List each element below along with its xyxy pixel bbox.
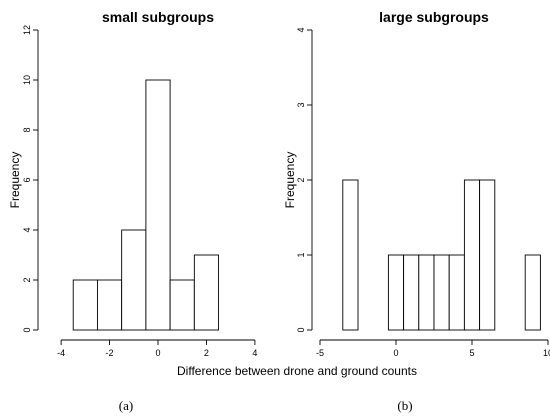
y-tick-label: 4 [296, 27, 306, 32]
histogram-bar [479, 179, 496, 331]
y-tick-label: 2 [22, 277, 32, 282]
y-tick-label: 8 [22, 127, 32, 132]
bars-b [342, 179, 541, 331]
histogram-bar [169, 279, 195, 331]
x-tick-label: 0 [393, 348, 398, 358]
y-tick-label: 4 [22, 227, 32, 232]
shared-x-axis-label: Difference between drone and ground coun… [177, 364, 417, 378]
y-tick-label: 0 [22, 327, 32, 332]
histogram-bar [524, 254, 541, 331]
y-tick-label: 12 [22, 25, 32, 35]
y-axis-label-b: Frequency [283, 152, 297, 209]
x-tick-label: -5 [316, 348, 324, 358]
histogram-bar [387, 254, 405, 331]
y-axis-b: 0 1 2 3 4 [296, 27, 313, 333]
histogram-bar [193, 254, 220, 331]
y-tick-label: 1 [296, 252, 306, 257]
y-tick-label: 2 [296, 177, 306, 182]
panel-small-subgroups: small subgroups Frequency 0 2 4 6 8 10 12 -4 -2… [8, 9, 257, 413]
y-axis-a: 0 2 4 6 8 10 12 [22, 25, 39, 333]
x-tick-label: -2 [106, 348, 114, 358]
chart-title-small-subgroups: small subgroups [102, 9, 214, 25]
x-axis-b: -5 0 5 10 [316, 339, 550, 358]
histogram-bar [121, 229, 147, 331]
histogram-bar [403, 254, 420, 331]
histogram-bar [72, 279, 98, 331]
x-tick-label: 2 [204, 348, 209, 358]
x-tick-label: 10 [543, 348, 550, 358]
histogram-bar [433, 254, 450, 331]
bars-a [72, 79, 220, 331]
histogram-bar [342, 179, 359, 331]
y-tick-label: 10 [22, 75, 32, 85]
x-tick-label: 4 [252, 348, 257, 358]
x-tick-label: 5 [469, 348, 474, 358]
histogram-bar [448, 254, 465, 331]
histogram-bar [145, 79, 171, 331]
y-tick-label: 3 [296, 102, 306, 107]
x-axis-a: -4 -2 0 2 4 [57, 339, 257, 358]
histogram-bar [96, 279, 123, 331]
x-tick-label: -4 [57, 348, 65, 358]
panel-label-b: (b) [397, 398, 412, 413]
y-tick-label: 6 [22, 177, 32, 182]
histogram-bar [463, 179, 481, 331]
panel-large-subgroups: large subgroups Frequency 0 1 2 3 4 -5 0 5 10 (… [283, 9, 550, 413]
x-tick-label: 0 [155, 348, 160, 358]
histogram-bar [418, 254, 435, 331]
y-tick-label: 0 [296, 327, 306, 332]
y-axis-label-a: Frequency [8, 152, 22, 209]
panel-label-a: (a) [119, 398, 133, 413]
chart-title-large-subgroups: large subgroups [379, 9, 489, 25]
